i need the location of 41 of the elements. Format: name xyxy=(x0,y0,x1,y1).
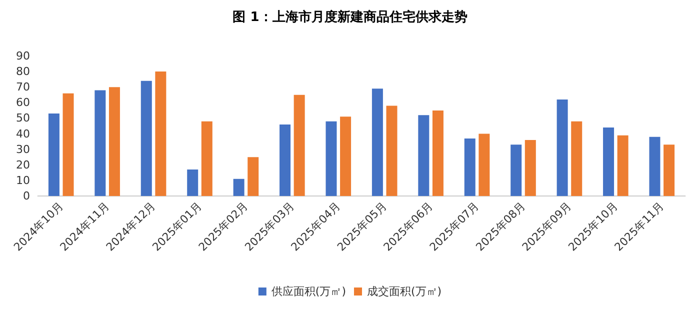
bar xyxy=(108,87,120,196)
bar xyxy=(372,88,383,196)
bar xyxy=(478,134,490,196)
bar xyxy=(571,121,582,196)
bar xyxy=(326,121,337,196)
bar xyxy=(201,121,212,196)
chart-title: 图 1：上海市月度新建商品住宅供求走势 xyxy=(232,9,468,25)
y-tick-label: 0 xyxy=(23,190,30,202)
bar xyxy=(510,144,522,196)
bar xyxy=(464,138,476,196)
legend-label: 供应面积(万㎡) xyxy=(271,285,346,298)
bar xyxy=(340,116,352,196)
bar xyxy=(248,157,259,196)
bar xyxy=(187,170,198,196)
y-tick-label: 90 xyxy=(16,50,30,62)
y-tick-label: 70 xyxy=(16,80,30,94)
bar xyxy=(386,106,398,196)
bar xyxy=(140,80,152,196)
bar xyxy=(94,90,106,196)
bar xyxy=(524,140,536,196)
bar xyxy=(155,72,166,196)
bar xyxy=(432,110,444,196)
legend-label: 成交面积(万㎡) xyxy=(367,285,442,298)
bar xyxy=(664,144,675,196)
y-tick-label: 40 xyxy=(16,127,30,140)
y-tick-label: 80 xyxy=(16,65,30,78)
bar xyxy=(617,135,628,196)
bar xyxy=(48,114,60,196)
bar xyxy=(649,136,660,196)
bar xyxy=(556,100,568,196)
y-tick-label: 10 xyxy=(16,174,30,187)
y-tick-label: 50 xyxy=(16,112,30,125)
y-tick-label: 30 xyxy=(16,142,30,156)
bar xyxy=(233,178,244,196)
bar xyxy=(62,93,74,196)
y-tick-label: 20 xyxy=(16,158,30,172)
bar xyxy=(603,128,614,196)
y-tick-label: 60 xyxy=(16,96,30,110)
bar xyxy=(280,124,291,196)
bar xyxy=(418,115,430,196)
bar xyxy=(294,94,305,196)
